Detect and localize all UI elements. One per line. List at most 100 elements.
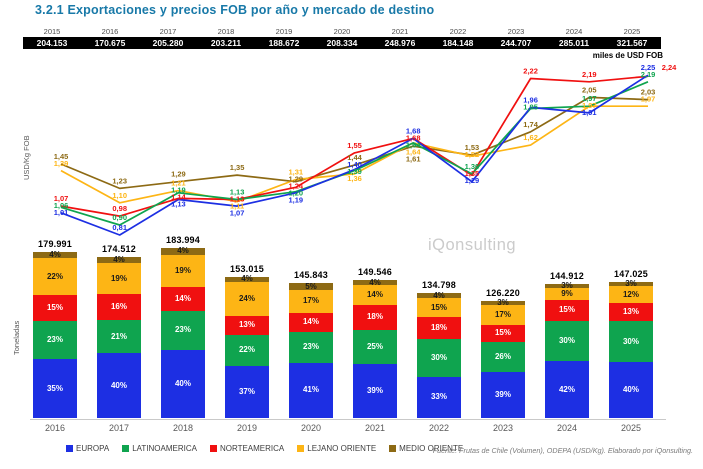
bar-segment-medio-oriente: 4%: [97, 256, 141, 264]
bar-segment-percent-label: 23%: [46, 334, 63, 344]
line-value-label: 1,29: [171, 170, 186, 179]
bar-segment-percent-label: 4%: [49, 250, 61, 260]
table-value: 285.011: [558, 38, 590, 48]
line-value-label: 1,13: [230, 195, 245, 204]
bar-segment-lejano-oriente: 15%: [417, 298, 461, 318]
bar-segment-lejano-oriente: 12%: [609, 286, 653, 303]
bar-segment-europa: 33%: [417, 376, 461, 418]
line-value-label: 1,74: [523, 120, 538, 129]
bar-segment-lejano-oriente: 22%: [33, 258, 77, 296]
bar-chart-y-axis-label: Toneladas: [12, 320, 21, 355]
line-value-label: 1,01: [54, 208, 69, 217]
table-year: 2023: [507, 27, 525, 36]
bar-year-label: 2022: [428, 423, 450, 433]
line-value-label: 1,19: [171, 186, 186, 195]
bar-segment-percent-label: 40%: [110, 380, 127, 390]
bar-total-label: 145.843: [294, 270, 328, 281]
line-value-label: 1,68: [406, 133, 421, 142]
line-value-label: 1,39: [347, 167, 362, 176]
table-year: 2025: [623, 27, 641, 36]
table-value: 321.567: [616, 38, 648, 48]
bar-segment-latinoamerica: 23%: [33, 320, 77, 360]
bar-segment-percent-label: 18%: [366, 312, 383, 322]
bar-segment-percent-label: 22%: [238, 345, 255, 355]
legend-swatch-icon: [122, 445, 130, 452]
line-value-label: 1,35: [465, 169, 480, 178]
legend: EUROPA LATINOAMERICA NORTEAMERICA LEJANO OR…: [66, 444, 476, 453]
bar-segment-percent-label: 30%: [622, 336, 639, 346]
bar-segment-percent-label: 15%: [46, 302, 63, 312]
bar-total-label: 149.546: [358, 266, 392, 277]
line-value-label: 1,06: [54, 201, 69, 210]
bar-segment-latinoamerica: 23%: [289, 331, 333, 363]
legend-item-medio-oriente: MEDIO ORIENTE: [389, 444, 463, 453]
bar-segment-medio-oriente: 3%: [609, 280, 653, 288]
line-value-label: 1,07: [54, 194, 69, 203]
legend-item-lejano-oriente: LEJANO ORIENTE: [297, 444, 376, 453]
line-value-label: 1,62: [523, 133, 538, 142]
line-value-label: 1,68: [406, 126, 421, 135]
bar-segment-medio-oriente: 4%: [353, 278, 397, 286]
legend-swatch-icon: [66, 445, 73, 452]
bar-segment-percent-label: 30%: [558, 335, 575, 345]
bar-year-label: 2024: [556, 423, 578, 433]
stacked-bar-2019: 4% 24% 13% 22% 37%: [225, 275, 269, 418]
line-value-label: 2,03: [641, 88, 656, 97]
table-value: 205.280: [152, 38, 184, 48]
bar-segment-percent-label: 40%: [174, 378, 191, 388]
bar-segment-percent-label: 3%: [561, 281, 573, 291]
bar-segment-percent-label: 21%: [110, 331, 127, 341]
bar-chart-axis-line: [30, 419, 666, 420]
line-series-norteamerica: [60, 75, 649, 217]
bar-segment-europa: 42%: [545, 361, 589, 418]
bar-total-label: 179.991: [38, 238, 72, 249]
table-year: 2020: [333, 27, 351, 36]
export-table-values-row: 204.153 170.675 205.280 203.211 188.672 208.3…: [23, 37, 661, 49]
bar-segment-percent-label: 3%: [497, 298, 509, 308]
table-year: 2015: [43, 27, 61, 36]
line-value-label: 1,96: [523, 95, 538, 104]
bar-segment-lejano-oriente: 24%: [225, 282, 269, 317]
bar-segment-norteamerica: 14%: [161, 287, 205, 311]
table-value: 248.976: [384, 38, 416, 48]
line-value-label: 2,24: [662, 63, 677, 72]
stacked-bar-2018: 4% 19% 14% 23% 40%: [161, 247, 205, 418]
line-series-europa: [60, 74, 649, 236]
bar-segment-percent-label: 25%: [366, 341, 383, 351]
bar-year-label: 2018: [172, 423, 194, 433]
bar-segment-lejano-oriente: 19%: [161, 254, 205, 288]
bar-segment-percent-label: 30%: [430, 353, 447, 363]
bar-year-label: 2025: [620, 423, 642, 433]
bar-segment-lejano-oriente: 19%: [97, 263, 141, 294]
table-value: 170.675: [94, 38, 126, 48]
table-value: 208.334: [326, 38, 358, 48]
bar-segment-norteamerica: 15%: [481, 324, 525, 343]
bar-segment-percent-label: 14%: [174, 293, 191, 303]
table-year: 2017: [159, 27, 177, 36]
bar-segment-percent-label: 40%: [622, 385, 639, 395]
legend-label: MEDIO ORIENTE: [399, 444, 464, 453]
legend-swatch-icon: [209, 445, 217, 452]
bar-segment-europa: 37%: [225, 365, 269, 418]
table-year: 2021: [391, 27, 409, 36]
bar-year-label: 2020: [300, 423, 322, 433]
bar-segment-percent-label: 41%: [302, 385, 319, 395]
bar-segment-latinoamerica: 23%: [161, 310, 205, 350]
watermark: iQonsulting: [428, 236, 517, 254]
unit-label: miles de USD FOB: [592, 51, 663, 60]
legend-swatch-icon: [297, 445, 305, 452]
bar-total-label: 126.220: [486, 288, 520, 299]
bar-total-label: 147.025: [614, 269, 648, 280]
line-value-label: 1,64: [406, 147, 421, 156]
line-series-latinoamerica: [60, 81, 649, 226]
line-value-label: 1,97: [641, 95, 656, 104]
bar-segment-medio-oriente: 4%: [225, 275, 269, 283]
bar-segment-europa: 39%: [481, 372, 525, 418]
bar-segment-percent-label: 18%: [430, 323, 447, 333]
bar-segment-latinoamerica: 26%: [481, 342, 525, 373]
line-series-medio-oriente: [60, 96, 649, 190]
bar-segment-percent-label: 35%: [46, 383, 63, 393]
line-value-label: 1,19: [288, 196, 303, 205]
line-value-label: 2,19: [641, 70, 656, 79]
